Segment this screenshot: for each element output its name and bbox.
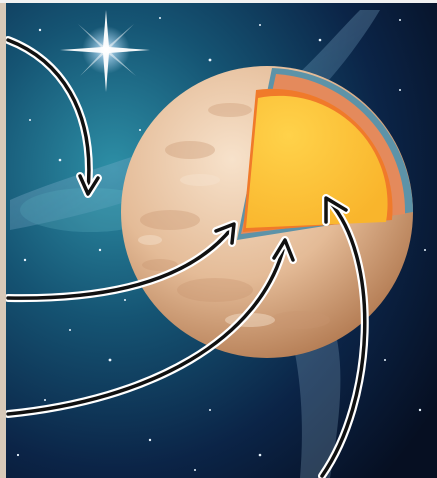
arrow-core [318, 194, 369, 478]
arrow-space [4, 36, 102, 198]
star-field [16, 17, 426, 471]
left-border [0, 0, 6, 478]
top-border [0, 0, 437, 3]
arrows [4, 36, 369, 478]
planet [121, 66, 413, 358]
star-flare [60, 10, 150, 92]
arrow-crust [4, 220, 238, 303]
core-layer [246, 95, 388, 228]
arrow-mantle [4, 236, 297, 418]
